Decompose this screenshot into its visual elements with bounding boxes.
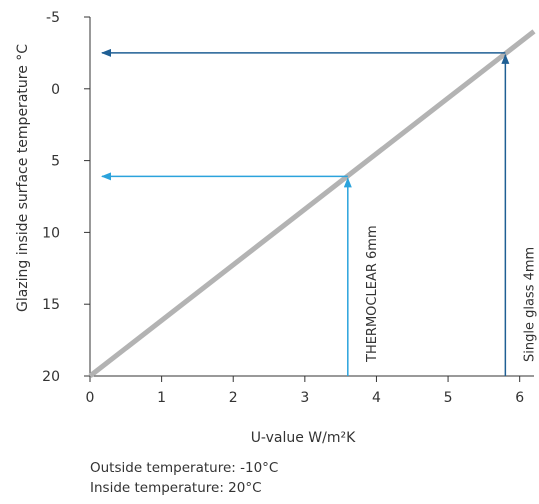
x-tick-label: 2 [229, 390, 238, 406]
y-tick-label: 5 [51, 154, 60, 170]
y-tick-label: 0 [51, 82, 60, 98]
data-line [88, 29, 536, 378]
x-tick-label: 3 [300, 390, 309, 406]
series [88, 29, 536, 378]
x-tick-label: 1 [157, 390, 166, 406]
x-tick-label: 4 [372, 390, 381, 406]
annotation-label: THERMOCLEAR 6mm [365, 225, 380, 363]
chart: 0 1 2 3 4 5 6 -5 0 5 10 15 20 THERMOCLEAR 6mm Single … [15, 10, 537, 446]
y-tick-label: 20 [42, 369, 60, 385]
x-tick-label: 0 [86, 390, 95, 406]
x-tick-label: 5 [444, 390, 453, 406]
y-axis-title: Glazing inside surface temperature °C [15, 44, 31, 312]
y-tick-label: 10 [42, 225, 60, 241]
y-tick-label: 15 [42, 297, 60, 313]
x-tick-label: 6 [515, 390, 524, 406]
ticks: 0 1 2 3 4 5 6 -5 0 5 10 15 20 [42, 10, 524, 406]
annotations: THERMOCLEAR 6mm Single glass 4mm [101, 48, 537, 376]
x-axis-title: U-value W/m²K [251, 430, 356, 446]
annotation-label: Single glass 4mm [522, 247, 537, 362]
inside-temperature-note: Inside temperature: 20°C [90, 480, 262, 496]
y-tick-label: -5 [46, 10, 60, 26]
axes [89, 17, 534, 377]
outside-temperature-note: Outside temperature: -10°C [90, 460, 279, 476]
